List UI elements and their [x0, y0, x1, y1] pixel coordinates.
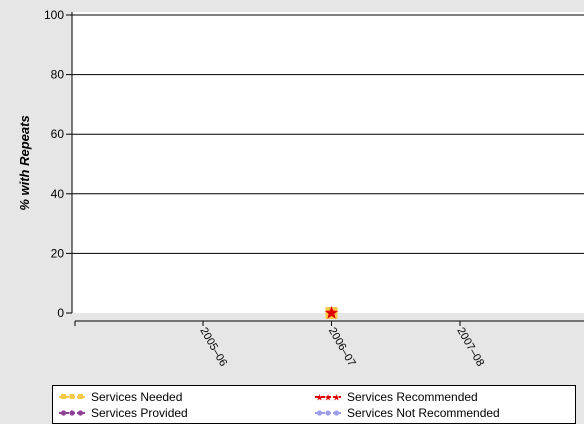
- y-axis-title: % with Repeats: [17, 115, 32, 210]
- x-tick-label-0: 2005–06: [197, 326, 229, 369]
- y-tick-label-0: 0: [57, 306, 64, 320]
- plot-area: [72, 12, 584, 313]
- x-axis-ticks: 2005–06 2006–07 2007–08: [74, 321, 486, 369]
- data-marks: [324, 306, 339, 319]
- legend-item-services-recommended: ★ ★ ★ Services Recommended: [315, 389, 478, 405]
- y-tick-label-3: 60: [51, 127, 65, 141]
- y-tick-label-4: 80: [51, 68, 65, 82]
- x-tick-label-1: 2006–07: [326, 326, 358, 369]
- legend-label-services-recommended: Services Recommended: [347, 390, 478, 404]
- legend-item-services-not-recommended: Services Not Recommended: [315, 405, 500, 421]
- legend-label-services-not-recommended: Services Not Recommended: [347, 406, 500, 420]
- axes: [71, 12, 584, 322]
- svg-text:★: ★: [315, 393, 323, 403]
- legend-label-services-needed: Services Needed: [91, 390, 183, 404]
- legend: Services Needed ★ ★ ★ Services Recommend…: [52, 385, 576, 424]
- svg-text:★: ★: [324, 393, 332, 403]
- svg-text:★: ★: [332, 393, 340, 403]
- legend-swatch-services-recommended: ★ ★ ★: [315, 393, 341, 403]
- legend-swatch-services-provided: [59, 410, 85, 416]
- legend-swatch-services-not-recommended: [315, 410, 341, 416]
- x-tick-label-2: 2007–08: [454, 326, 486, 369]
- y-tick-label-2: 40: [51, 187, 65, 201]
- chart-svg: 0 20 40 60 80 100 2005–06 2006–07 2007–08 % wit…: [17, 8, 584, 369]
- legend-label-services-provided: Services Provided: [91, 406, 188, 420]
- grid-lines: [72, 14, 584, 254]
- legend-item-services-needed: Services Needed: [59, 389, 182, 405]
- legend-item-services-provided: Services Provided: [59, 405, 188, 421]
- y-axis-ticks: 0 20 40 60 80 100: [44, 8, 72, 320]
- point-series-1-1: [324, 306, 339, 319]
- legend-swatch-services-needed: [59, 394, 85, 399]
- y-tick-label-5: 100: [44, 8, 64, 22]
- y-tick-label-1: 20: [51, 246, 65, 260]
